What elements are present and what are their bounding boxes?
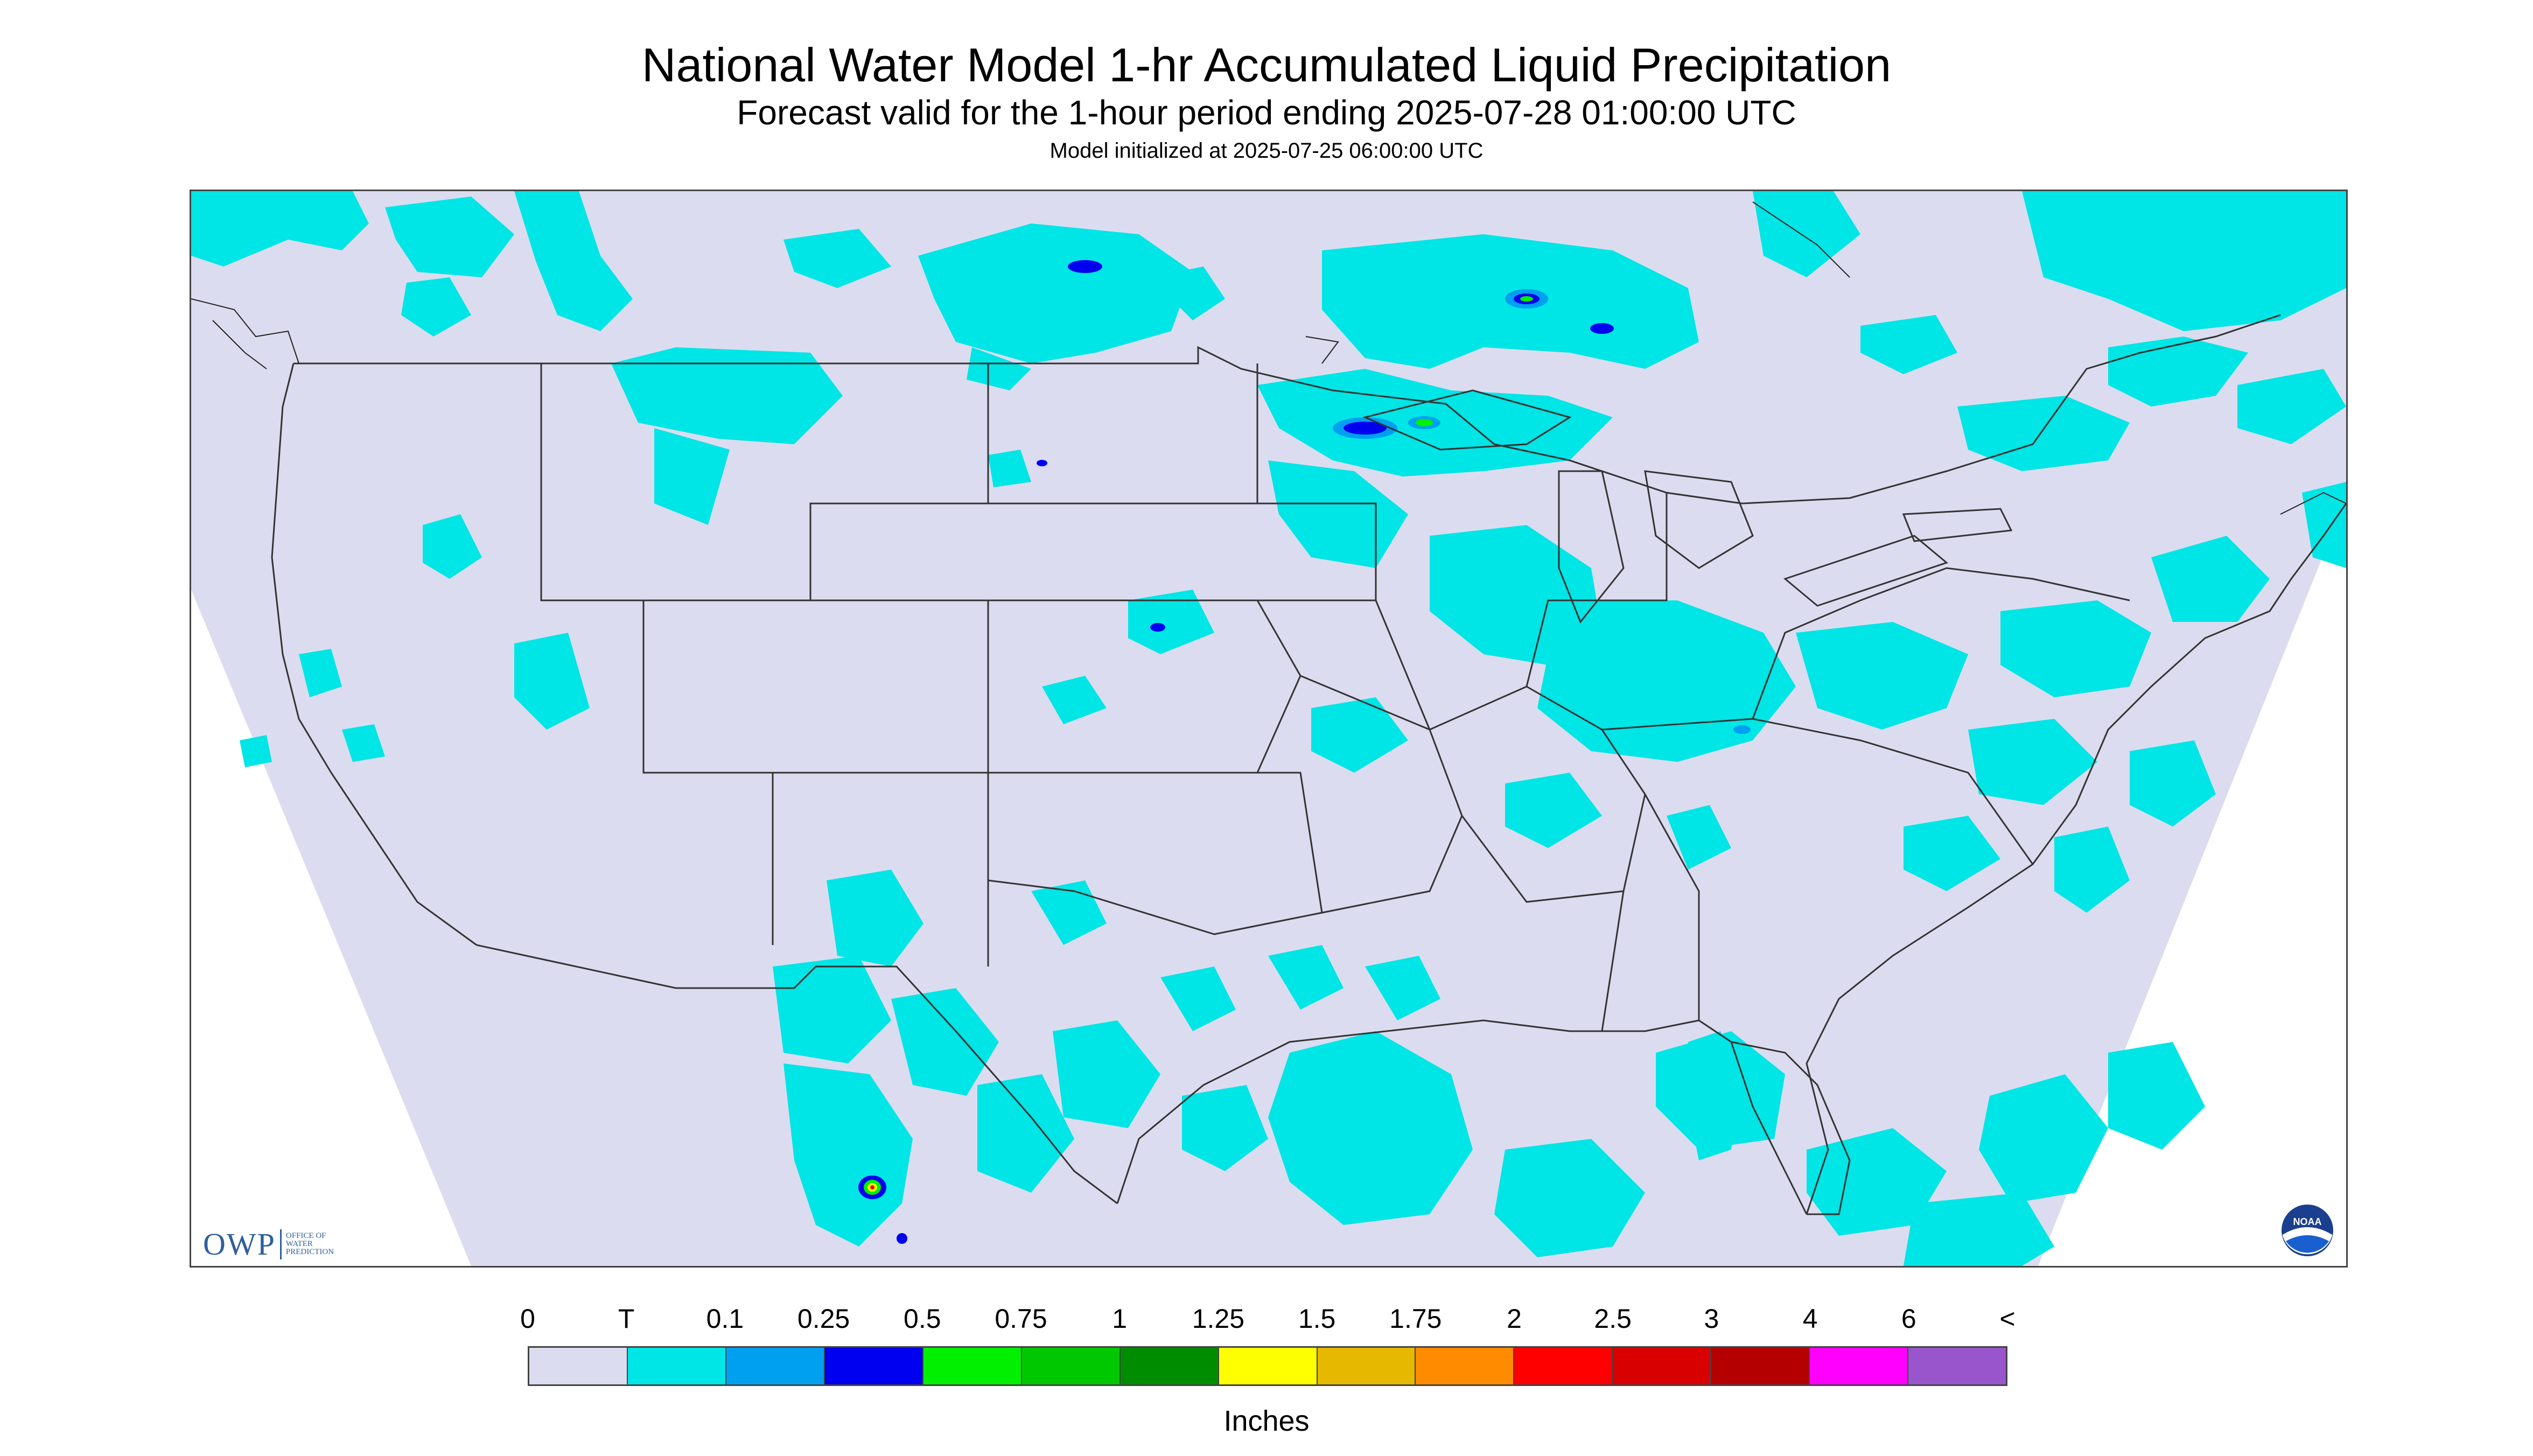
- legend-swatch: [1317, 1348, 1416, 1384]
- owp-logo: OWP OFFICE OF WATER PREDICTION: [203, 1226, 334, 1262]
- legend-tick-label: 1: [1112, 1304, 1128, 1334]
- legend-tick-label: 0.1: [706, 1304, 744, 1334]
- legend-swatch: [1613, 1348, 1712, 1384]
- legend-tick-label: 0.5: [904, 1304, 941, 1334]
- owp-logo-text: OFFICE OF WATER PREDICTION: [285, 1231, 334, 1256]
- legend-tick-label: 1.75: [1389, 1304, 1442, 1334]
- legend-swatch: [726, 1348, 825, 1384]
- legend-swatch: [1120, 1348, 1219, 1384]
- trace-precip-areas: [191, 191, 2346, 1266]
- legend-swatch: [1908, 1348, 2006, 1384]
- heavy-precip-cores: [858, 260, 1751, 1244]
- legend-units: Inches: [1223, 1405, 1310, 1437]
- legend-tick-label: 6: [1901, 1304, 1916, 1334]
- legend-tick-label: 0: [520, 1304, 535, 1334]
- owp-logo-divider: [279, 1229, 282, 1259]
- legend-swatch: [923, 1348, 1022, 1384]
- owp-logo-mark: OWP: [203, 1227, 276, 1262]
- legend-swatch: [627, 1348, 726, 1384]
- boundaries: [271, 314, 2346, 1215]
- legend-tick-label: 0.25: [797, 1304, 850, 1334]
- legend-swatch: [1219, 1348, 1318, 1384]
- legend-tick-label: 3: [1704, 1304, 1719, 1334]
- forecast-valid-subtitle: Forecast valid for the 1-hour period end…: [737, 93, 1796, 132]
- model-init-text: Model initialized at 2025-07-25 06:00:00…: [1049, 139, 1484, 163]
- legend-swatch: [1021, 1348, 1121, 1384]
- model-domain: [191, 191, 2346, 1266]
- legend-swatch: [529, 1348, 628, 1384]
- legend-swatch: [1514, 1348, 1613, 1384]
- legend-swatch: [1810, 1348, 1909, 1384]
- noaa-logo-text: NOAA: [2293, 1216, 2322, 1227]
- precip-map-svg: [191, 191, 2346, 1266]
- legend-swatch: [1711, 1348, 1810, 1384]
- map-title: National Water Model 1-hr Accumulated Li…: [641, 38, 1892, 92]
- precip-color-legend: [528, 1346, 2007, 1386]
- legend-tick-label: T: [618, 1304, 635, 1334]
- legend-tick-label: 2: [1507, 1304, 1522, 1334]
- legend-tick-label: 2.5: [1594, 1304, 1632, 1334]
- legend-tick-label: 1.5: [1298, 1304, 1336, 1334]
- legend-tick-label: 1.25: [1192, 1304, 1245, 1334]
- legend-tick-label: 4: [1802, 1304, 1818, 1334]
- legend-swatch: [1416, 1348, 1515, 1384]
- legend-tick-label: <: [1999, 1304, 2016, 1334]
- legend-swatch: [824, 1348, 923, 1384]
- precipitation-map: OWP OFFICE OF WATER PREDICTION NOAA: [190, 190, 2348, 1268]
- legend-tick-label: 0.75: [995, 1304, 1047, 1334]
- noaa-logo-icon: NOAA: [2282, 1205, 2333, 1256]
- coast-detail: [191, 201, 2346, 515]
